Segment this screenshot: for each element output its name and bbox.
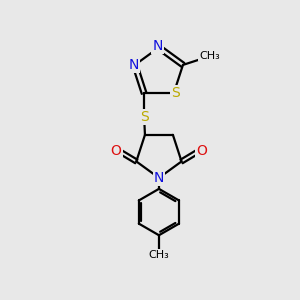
Text: N: N xyxy=(154,171,164,185)
Text: CH₃: CH₃ xyxy=(148,250,169,260)
Text: N: N xyxy=(152,39,163,53)
Text: CH₃: CH₃ xyxy=(199,50,220,61)
Text: S: S xyxy=(171,86,180,100)
Text: O: O xyxy=(196,144,207,158)
Text: N: N xyxy=(128,58,139,72)
Text: O: O xyxy=(111,144,122,158)
Text: S: S xyxy=(140,110,148,124)
